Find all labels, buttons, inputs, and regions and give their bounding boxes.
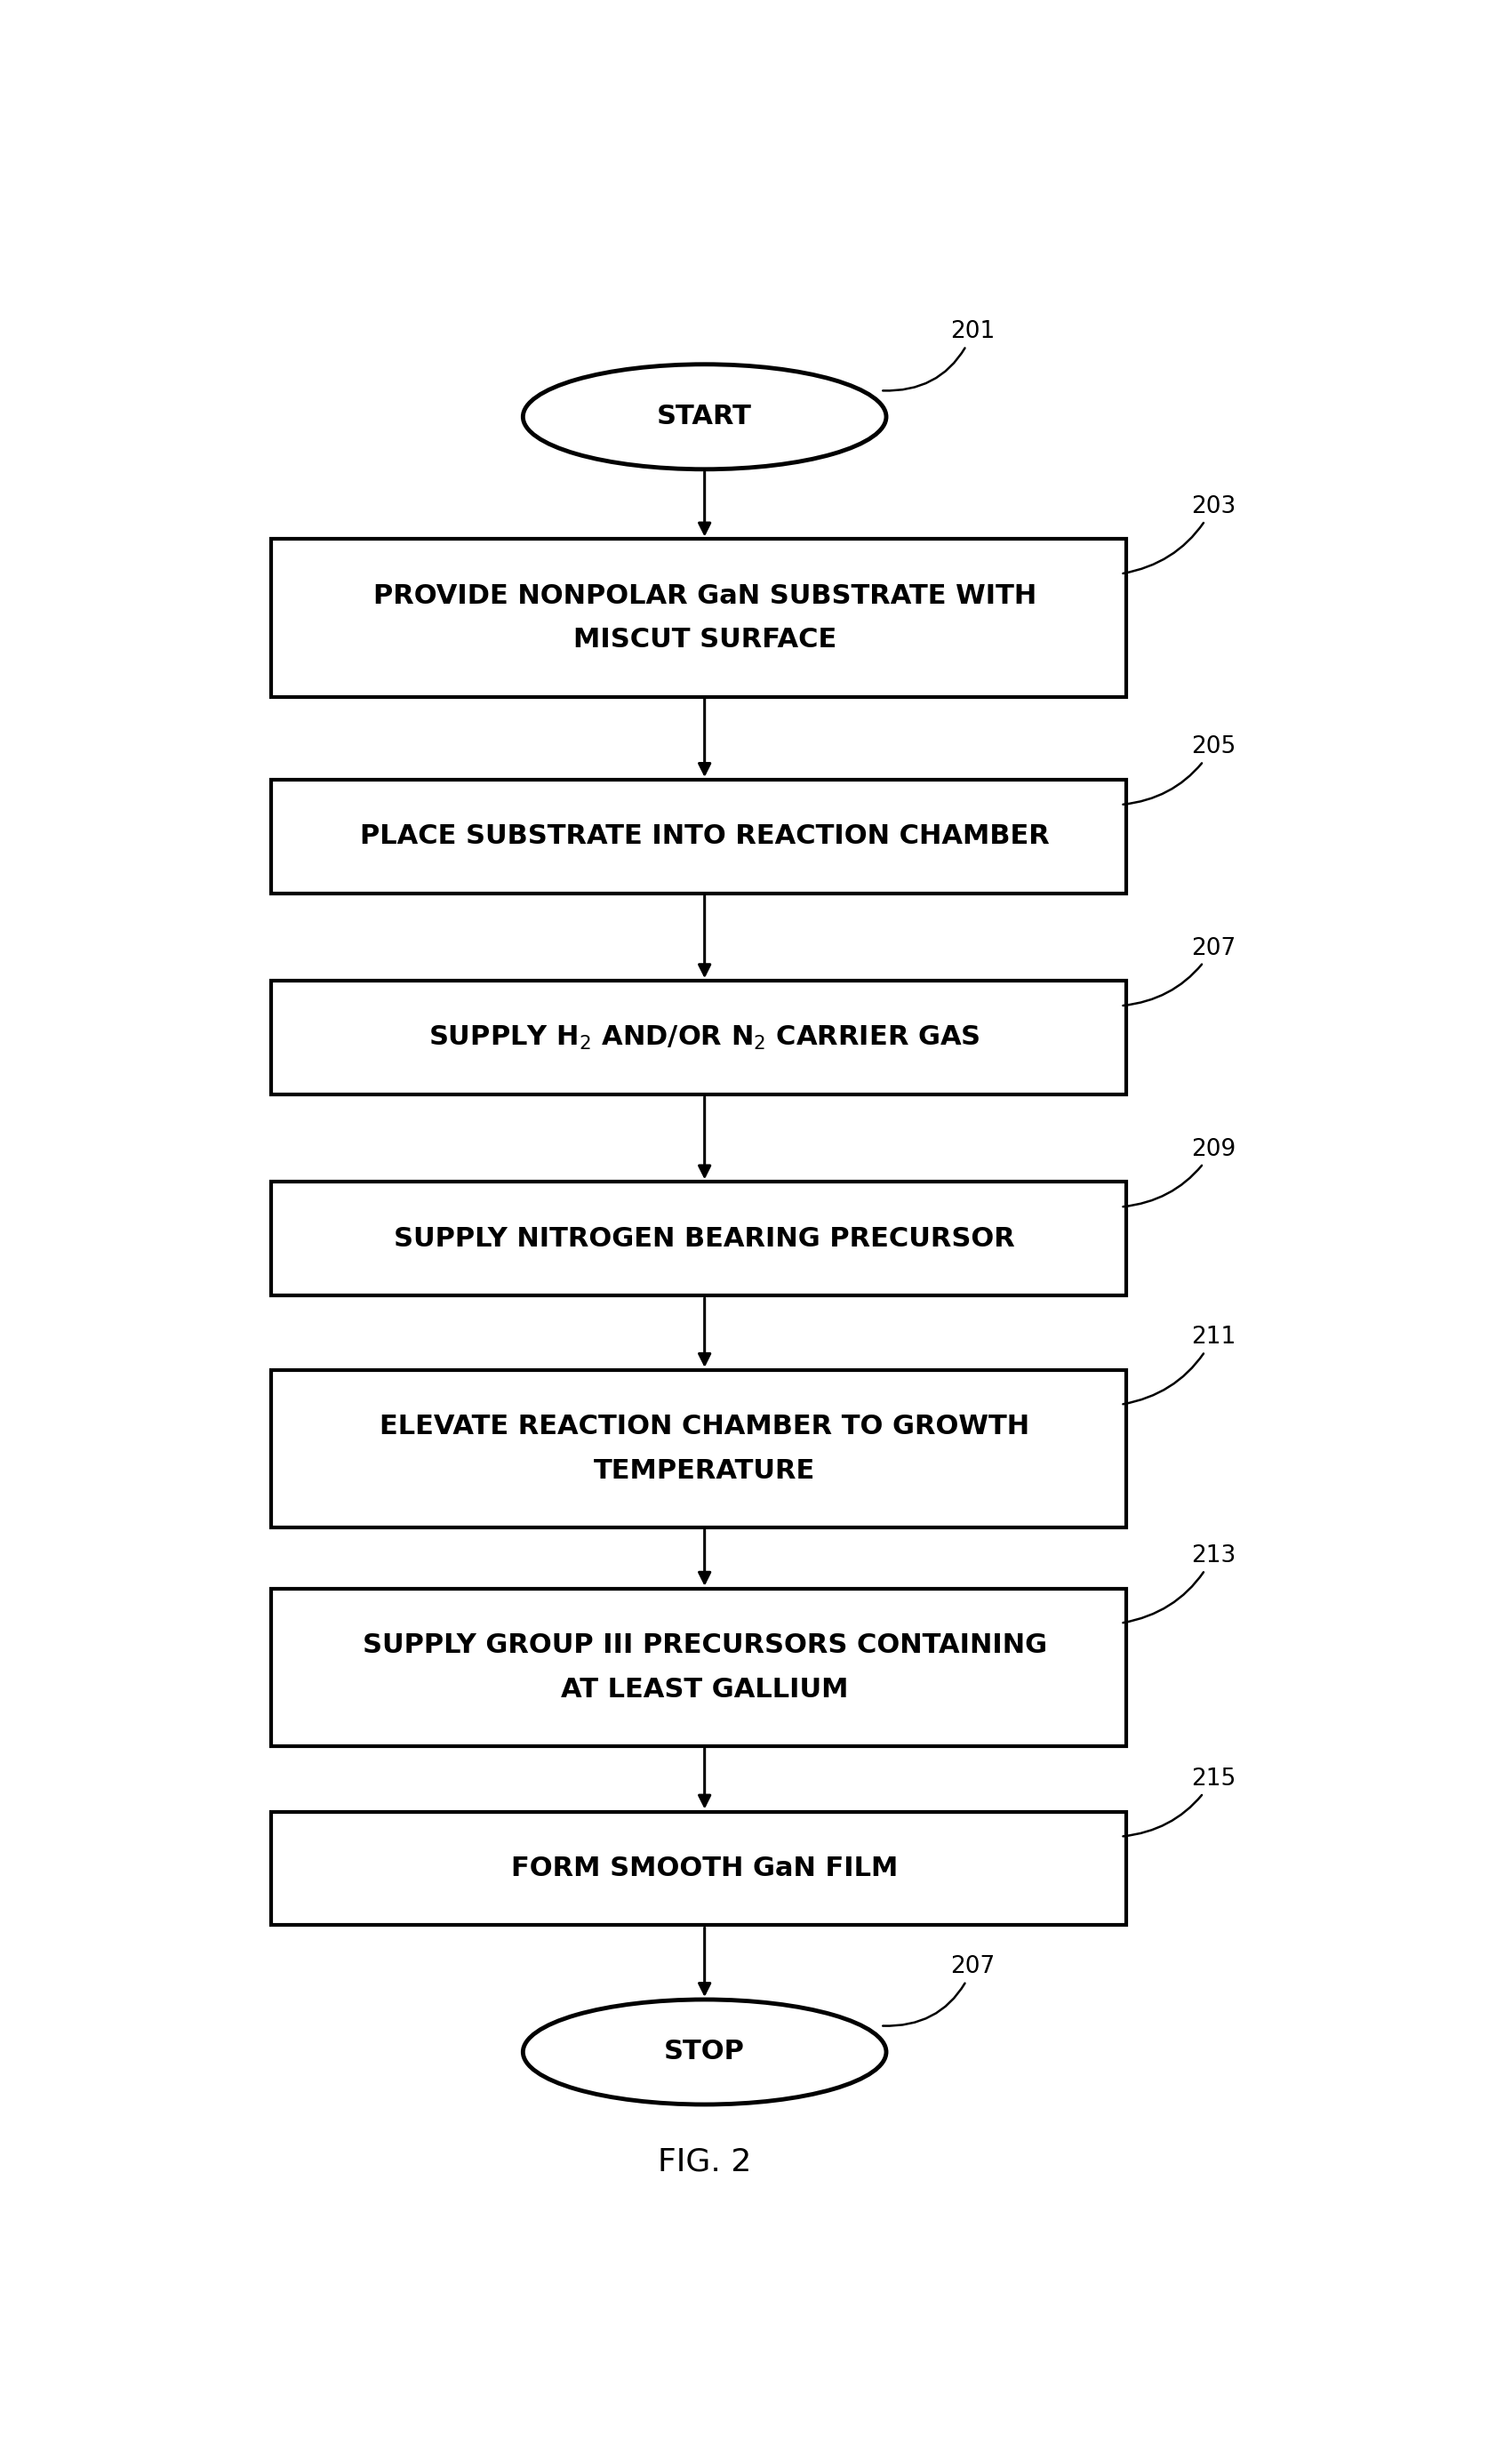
Text: 211: 211 [1123, 1327, 1235, 1403]
Text: PROVIDE NONPOLAR GaN SUBSTRATE WITH: PROVIDE NONPOLAR GaN SUBSTRATE WITH [373, 584, 1036, 608]
Text: FORM SMOOTH GaN FILM: FORM SMOOTH GaN FILM [511, 1854, 898, 1881]
FancyBboxPatch shape [271, 540, 1126, 697]
Ellipse shape [523, 1999, 886, 2105]
Text: START: START [658, 405, 751, 429]
Text: 207: 207 [1123, 937, 1235, 1006]
Text: 207: 207 [883, 1955, 995, 2026]
FancyBboxPatch shape [271, 1810, 1126, 1926]
Text: PLACE SUBSTRATE INTO REACTION CHAMBER: PLACE SUBSTRATE INTO REACTION CHAMBER [360, 824, 1049, 849]
FancyBboxPatch shape [271, 981, 1126, 1094]
Text: 205: 205 [1123, 736, 1235, 805]
Text: SUPPLY NITROGEN BEARING PRECURSOR: SUPPLY NITROGEN BEARING PRECURSOR [395, 1226, 1015, 1251]
Text: 213: 213 [1123, 1545, 1235, 1624]
Text: 203: 203 [1123, 496, 1235, 574]
Text: FIG. 2: FIG. 2 [658, 2146, 751, 2178]
Text: 201: 201 [883, 321, 995, 390]
Text: STOP: STOP [664, 2038, 745, 2065]
Text: ELEVATE REACTION CHAMBER TO GROWTH: ELEVATE REACTION CHAMBER TO GROWTH [380, 1413, 1030, 1440]
Text: 209: 209 [1123, 1138, 1235, 1207]
Text: SUPPLY H$_2$ AND/OR N$_2$ CARRIER GAS: SUPPLY H$_2$ AND/OR N$_2$ CARRIER GAS [429, 1023, 980, 1052]
FancyBboxPatch shape [271, 780, 1126, 893]
Text: MISCUT SURFACE: MISCUT SURFACE [573, 628, 836, 652]
FancyBboxPatch shape [271, 1590, 1126, 1747]
Text: SUPPLY GROUP III PRECURSORS CONTAINING: SUPPLY GROUP III PRECURSORS CONTAINING [363, 1631, 1046, 1658]
Ellipse shape [523, 365, 886, 469]
Text: AT LEAST GALLIUM: AT LEAST GALLIUM [561, 1675, 848, 1702]
FancyBboxPatch shape [271, 1182, 1126, 1295]
Text: TEMPERATURE: TEMPERATURE [594, 1457, 815, 1484]
FancyBboxPatch shape [271, 1369, 1126, 1528]
Text: 215: 215 [1123, 1769, 1235, 1837]
